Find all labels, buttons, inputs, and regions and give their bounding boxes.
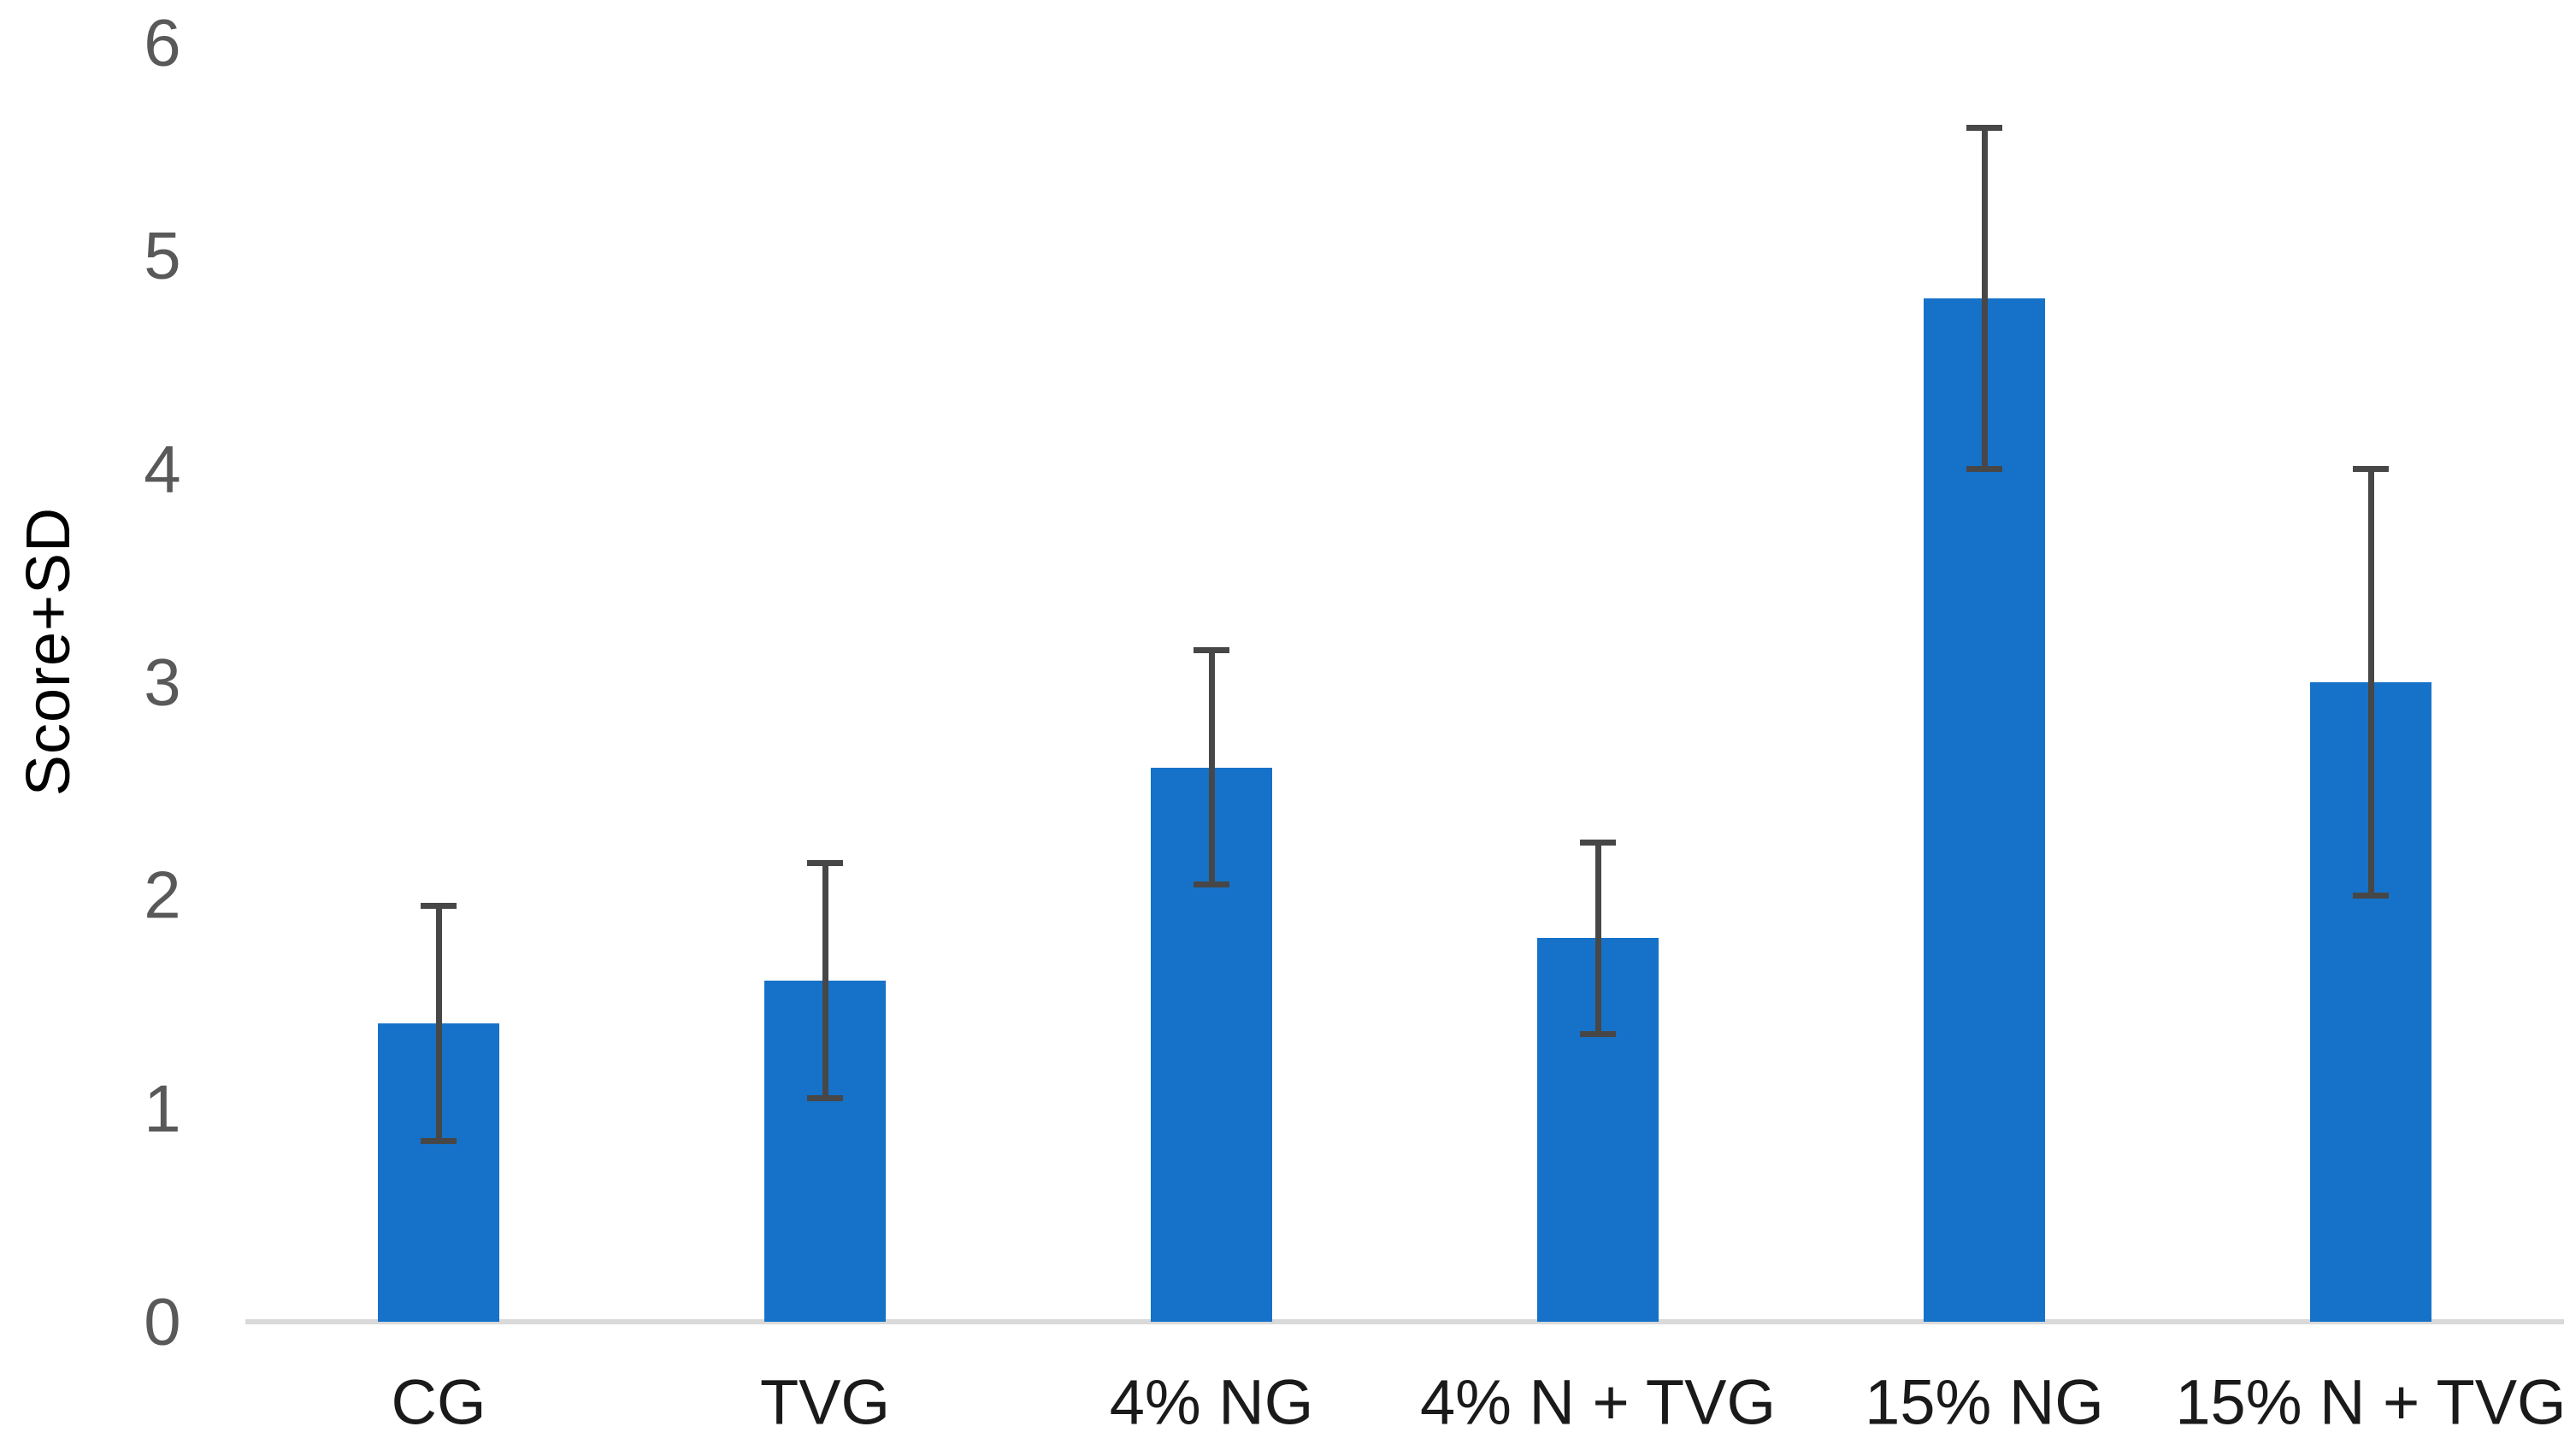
x-category-label: CG — [391, 1366, 486, 1438]
y-tick-label: 6 — [144, 4, 181, 80]
x-category-label: 4% NG — [1109, 1366, 1314, 1438]
y-tick-label: 1 — [144, 1070, 181, 1147]
error-bar-line — [435, 905, 442, 1141]
y-tick-label: 2 — [144, 857, 181, 933]
error-bar-bottom-cap — [2353, 892, 2389, 899]
error-bar-line — [1594, 842, 1601, 1035]
error-bar-top-cap — [807, 860, 843, 867]
x-category-label: 15% N + TVG — [2175, 1366, 2564, 1438]
error-bar-line — [1981, 127, 1988, 469]
error-bar-top-cap — [421, 903, 457, 910]
y-axis-title: Score+SD — [15, 506, 83, 797]
x-category-label: 4% N + TVG — [1419, 1366, 1777, 1438]
error-bar-top-cap — [1966, 125, 2002, 132]
error-bar-bottom-cap — [1966, 466, 2002, 473]
error-bar-top-cap — [1194, 647, 1229, 654]
x-axis-line — [245, 1319, 2564, 1324]
error-bar-line — [822, 863, 828, 1099]
error-bar-line — [2367, 469, 2374, 896]
error-bar-bottom-cap — [1194, 881, 1229, 888]
y-tick-label: 0 — [144, 1283, 181, 1359]
y-tick-label: 5 — [144, 217, 181, 293]
error-bar-top-cap — [1580, 839, 1616, 846]
error-bar-bottom-cap — [807, 1094, 843, 1101]
error-bar-bottom-cap — [421, 1137, 457, 1144]
y-tick-label: 4 — [144, 431, 181, 507]
x-category-label: 15% NG — [1865, 1366, 2104, 1438]
y-tick-label: 3 — [144, 644, 181, 720]
error-bar-bottom-cap — [1580, 1030, 1616, 1037]
error-bar-top-cap — [2353, 466, 2389, 473]
error-bar-line — [1208, 650, 1215, 885]
x-category-label: TVG — [759, 1366, 891, 1438]
